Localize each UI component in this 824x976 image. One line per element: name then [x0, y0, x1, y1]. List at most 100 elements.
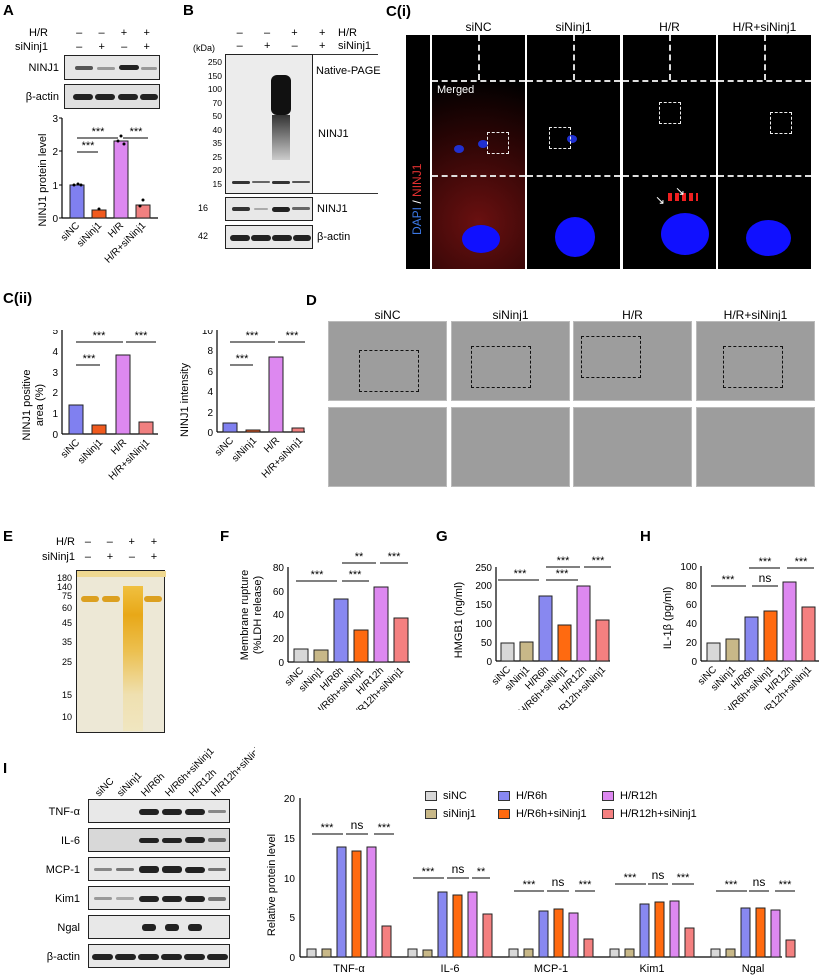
ci-image-hr: ↘ ↘: [623, 35, 716, 269]
tick: 150: [475, 600, 492, 611]
sig-label: ***: [795, 556, 809, 568]
i-blot-label-mcp1: MCP-1: [45, 864, 80, 876]
dashed-line: [718, 80, 811, 82]
tick: 0: [52, 430, 58, 441]
x-tick: MCP-1: [534, 963, 568, 975]
nucleus: [478, 140, 488, 148]
sig-label: ***: [321, 822, 335, 834]
b-hr-signs: – – + +: [226, 27, 336, 39]
tick: 0: [52, 214, 58, 225]
i-legend: siNC siNinj1 H/R6h H/R6h+siNinj1 H/R12h …: [425, 790, 824, 830]
marker: 40: [212, 124, 222, 135]
x-tick: Kim1: [639, 963, 664, 975]
marker: 25: [212, 151, 222, 162]
dashed-line: [478, 35, 480, 80]
ci-col-hr-sininj1: H/R+siNinj1: [732, 20, 797, 34]
sig-label: ***: [246, 330, 260, 342]
kda-label: (kDa): [193, 43, 215, 53]
band: [139, 896, 159, 902]
tick: 40: [273, 610, 285, 621]
panel-label-f: F: [220, 528, 230, 545]
sign: –: [84, 536, 91, 548]
sign: –: [76, 41, 83, 53]
band: [139, 838, 159, 843]
i-lane-labels: siNC siNinj1 H/R6h H/R6h+siNinj1 H/R12h …: [93, 742, 255, 799]
nucleus: [661, 213, 709, 255]
d-col-hr-sininj1: H/R+siNinj1: [723, 308, 788, 322]
legend-label: H/R12h: [620, 790, 658, 802]
tick: 3: [52, 114, 58, 125]
zoom-box: [659, 102, 681, 124]
band: [208, 838, 226, 842]
band: [162, 896, 182, 902]
lane-label: H/R6h: [139, 771, 167, 799]
sign: +: [318, 27, 326, 39]
band: [94, 868, 112, 871]
legend-label: H/R12h+siNinj1: [620, 808, 697, 820]
tick: 5: [52, 330, 58, 337]
i-blot-label-tnf: TNF-α: [48, 806, 80, 818]
legend-item: H/R12h: [602, 790, 657, 802]
merged-label: Merged: [437, 84, 475, 96]
marker-16: 16: [198, 203, 209, 213]
legend-swatch: [602, 809, 614, 819]
dashed-line: [432, 80, 525, 82]
sign: +: [150, 536, 158, 548]
i-blot-kim1: [88, 886, 230, 910]
sig-label: ***: [349, 569, 363, 581]
arrow-icon: ↘: [655, 193, 666, 207]
band: [185, 896, 205, 902]
band: [230, 235, 250, 241]
tick: 0: [289, 953, 295, 964]
sig-label: ns: [759, 571, 772, 585]
sig-label: ns: [452, 862, 465, 876]
legend-item: H/R6h+siNinj1: [498, 808, 587, 820]
band: [208, 810, 226, 813]
x-tick: IL-6: [441, 963, 460, 975]
band: [118, 94, 138, 100]
lane-label: siNinj1: [115, 770, 144, 799]
tick: 8: [207, 346, 213, 357]
panel-label-ci: C(i): [386, 3, 411, 20]
ci-image-sinc: Merged: [432, 35, 525, 269]
marker: 25: [61, 657, 72, 667]
a-blot-actin: [64, 84, 160, 109]
sig-label: ***: [557, 555, 571, 567]
nucleus: [555, 217, 595, 257]
x-tick: siNinj1: [75, 220, 104, 249]
band: [141, 67, 157, 70]
band: [254, 208, 268, 210]
sign: +: [120, 27, 128, 39]
chart-i: Relative protein level 0 5 10 15 20: [266, 794, 796, 975]
marker: 60: [61, 603, 72, 613]
tick: 50: [481, 638, 493, 649]
band: [162, 866, 182, 873]
tick: 4: [52, 347, 58, 358]
dashed-line: [669, 35, 671, 80]
a-hr-signs: – – + +: [68, 27, 158, 39]
x-tick: siNinj1: [76, 437, 105, 466]
panel-label-d: D: [306, 292, 317, 309]
sig-label: ns: [753, 875, 766, 889]
sign: –: [128, 551, 135, 563]
marker: 15: [212, 178, 222, 189]
tick: 80: [273, 563, 285, 574]
tick: 20: [686, 638, 698, 649]
tick: 100: [475, 619, 492, 630]
d-image-hr-zoom: [573, 407, 692, 487]
sig-label: ***: [624, 872, 638, 884]
separator: /: [410, 196, 424, 207]
band: [97, 67, 115, 70]
marker: 35: [212, 138, 222, 148]
sign: +: [128, 536, 135, 548]
e-hr-label: H/R: [56, 536, 75, 548]
tick: 40: [686, 619, 698, 630]
sign: –: [106, 536, 113, 548]
tick: 2: [52, 147, 58, 158]
arrow-icon: ↘: [675, 184, 686, 198]
sign: –: [98, 27, 105, 39]
divider: [313, 54, 378, 55]
tick: 0: [207, 428, 213, 439]
tick: 5: [289, 913, 295, 924]
band: [188, 924, 202, 931]
